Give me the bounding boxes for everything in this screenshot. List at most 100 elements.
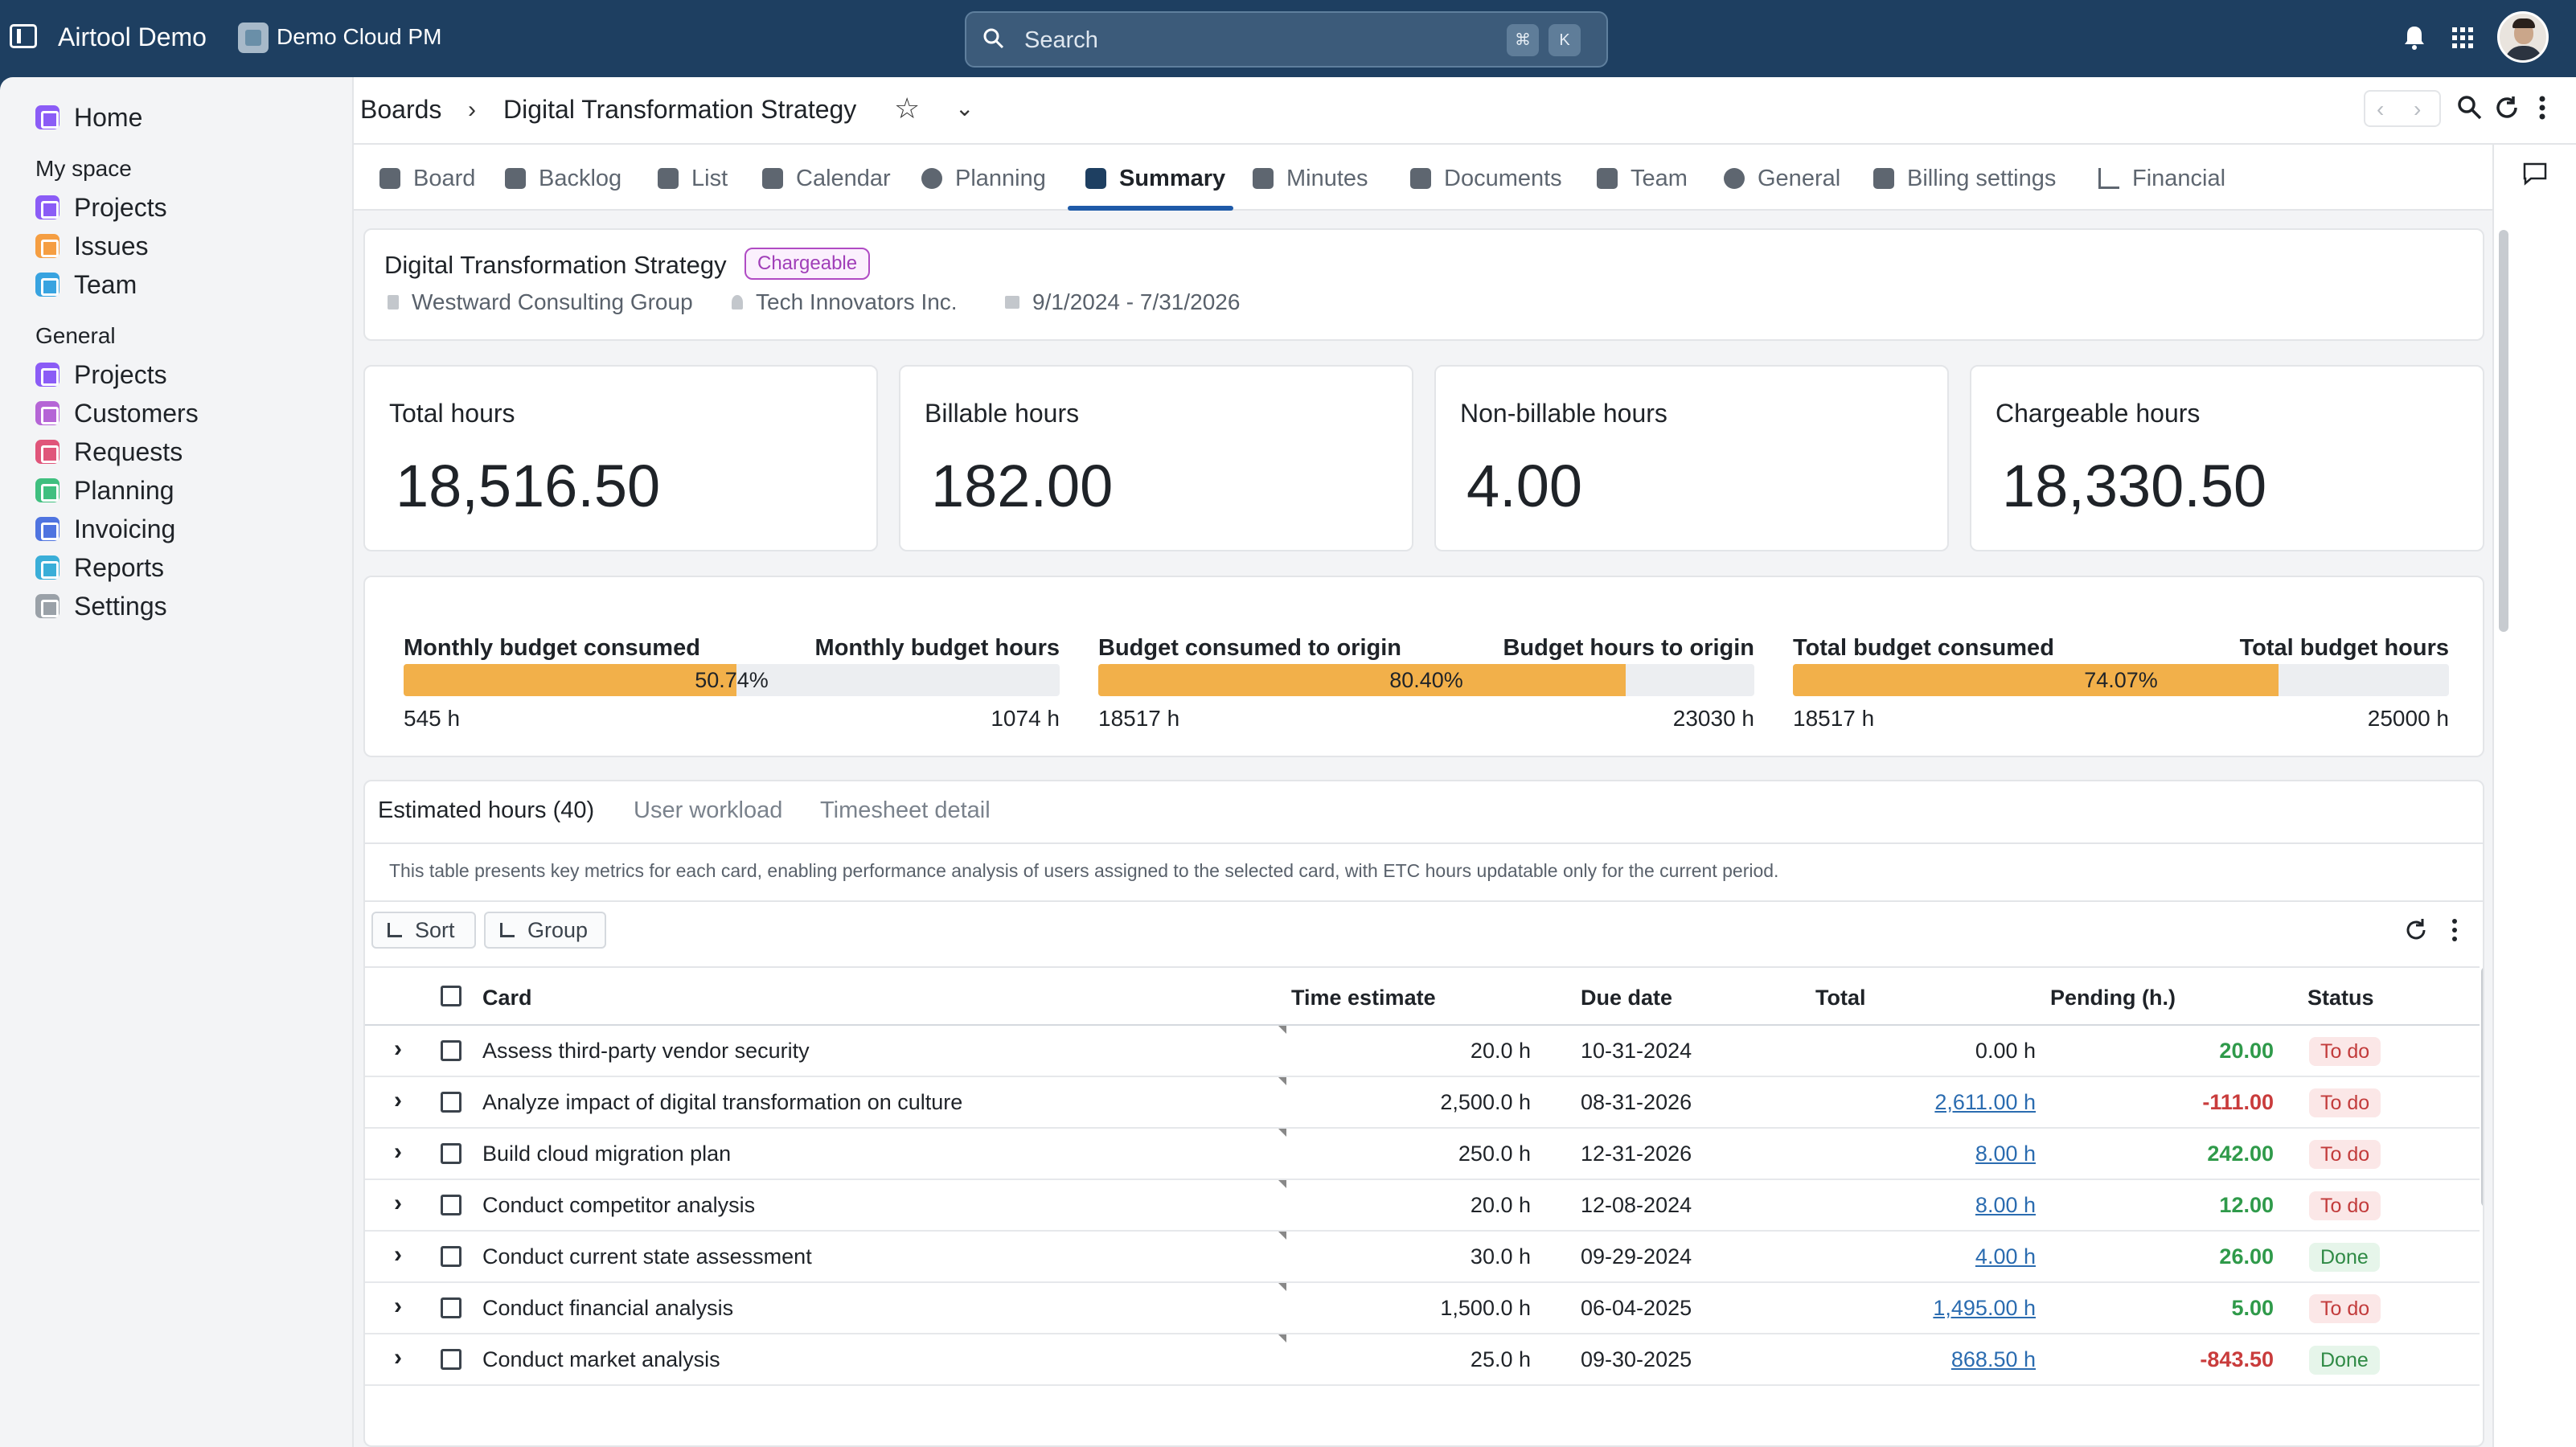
tab-billing-settings[interactable]: Billing settings (1873, 161, 2056, 196)
sidebar-toggle-icon[interactable] (10, 24, 37, 48)
expand-chevron-icon[interactable]: › (394, 1087, 402, 1113)
tab-calendar[interactable]: Calendar (762, 161, 891, 196)
table-row[interactable]: › Conduct market analysis 25.0 h 09-30-2025… (365, 1334, 2480, 1386)
time-estimate-cell[interactable]: 250.0 h (1458, 1142, 1531, 1166)
tab-summary[interactable]: Summary (1085, 161, 1225, 196)
card-name[interactable]: Assess third-party vendor security (482, 1039, 810, 1063)
app-name[interactable]: Airtool Demo (58, 23, 207, 51)
forward-icon[interactable]: › (2414, 96, 2422, 121)
total-hours-cell[interactable]: 8.00 h (1975, 1193, 2036, 1217)
tab-documents[interactable]: Documents (1410, 161, 1562, 196)
total-hours-cell[interactable]: 2,611.00 h (1934, 1090, 2036, 1114)
sidebar-item-projects[interactable]: Projects (35, 357, 167, 392)
status-badge[interactable]: To do (2309, 1037, 2381, 1066)
status-badge[interactable]: Done (2309, 1346, 2380, 1375)
sidebar-item-requests[interactable]: Requests (35, 434, 183, 469)
expand-chevron-icon[interactable]: › (394, 1344, 402, 1371)
page-scrollbar[interactable] (2499, 230, 2508, 632)
tab-list[interactable]: List (658, 161, 728, 196)
expand-chevron-icon[interactable]: › (394, 1138, 402, 1165)
select-all-checkbox[interactable] (441, 986, 461, 1006)
total-hours-cell[interactable]: 868.50 h (1950, 1347, 2036, 1371)
row-checkbox[interactable] (441, 1246, 461, 1267)
time-estimate-cell[interactable]: 20.0 h (1470, 1193, 1531, 1217)
tab-planning[interactable]: Planning (921, 161, 1046, 196)
time-estimate-cell[interactable]: 2,500.0 h (1440, 1090, 1531, 1114)
back-icon[interactable]: ‹ (2377, 96, 2385, 121)
sidebar-item-issues[interactable]: Issues (35, 228, 148, 264)
table-row[interactable]: › Conduct current state assessment 30.0 h 0… (365, 1232, 2480, 1283)
expand-chevron-icon[interactable]: › (394, 1241, 402, 1268)
column-time-estimate[interactable]: Time estimate (1291, 986, 1436, 1010)
sidebar-item-invoicing[interactable]: Invoicing (35, 511, 175, 547)
time-estimate-cell[interactable]: 1,500.0 h (1440, 1296, 1531, 1320)
sort-button[interactable]: Sort (371, 912, 476, 949)
row-checkbox[interactable] (441, 1195, 461, 1215)
table-row[interactable]: › Assess third-party vendor security 20.0 … (365, 1026, 2480, 1077)
column-pending[interactable]: Pending (h.) (2050, 986, 2176, 1010)
tab-minutes[interactable]: Minutes (1253, 161, 1368, 196)
status-badge[interactable]: To do (2309, 1140, 2381, 1169)
row-checkbox[interactable] (441, 1040, 461, 1061)
table-row[interactable]: › Conduct financial analysis 1,500.0 h 06-0… (365, 1283, 2480, 1334)
total-hours-cell[interactable]: 1,495.00 h (1933, 1296, 2036, 1320)
apps-grid-icon[interactable] (2447, 23, 2478, 53)
status-badge[interactable]: Done (2309, 1243, 2380, 1272)
expand-chevron-icon[interactable]: › (394, 1190, 402, 1216)
tab-timesheet-detail[interactable]: Timesheet detail (820, 797, 991, 823)
tab-general[interactable]: General (1724, 161, 1840, 196)
card-name[interactable]: Conduct current state assessment (482, 1244, 812, 1269)
column-total[interactable]: Total (1815, 986, 1866, 1010)
card-name[interactable]: Build cloud migration plan (482, 1142, 732, 1166)
breadcrumb-boards[interactable]: Boards (360, 95, 442, 124)
time-estimate-cell[interactable]: 30.0 h (1470, 1244, 1531, 1269)
column-status[interactable]: Status (2307, 986, 2374, 1010)
row-checkbox[interactable] (441, 1092, 461, 1113)
bell-icon[interactable] (2399, 23, 2430, 53)
status-badge[interactable]: To do (2309, 1088, 2381, 1117)
status-badge[interactable]: To do (2309, 1191, 2381, 1220)
card-name[interactable]: Conduct competitor analysis (482, 1193, 756, 1217)
sidebar-item-home[interactable]: Home (35, 100, 142, 135)
table-row[interactable]: › Build cloud migration plan 250.0 h 12-31-… (365, 1129, 2480, 1180)
avatar[interactable] (2497, 11, 2549, 63)
sidebar-item-my-projects[interactable]: Projects (35, 190, 167, 225)
comment-icon[interactable] (2521, 161, 2549, 187)
expand-chevron-icon[interactable]: › (394, 1035, 402, 1062)
search-icon[interactable] (2455, 93, 2484, 122)
more-options-icon[interactable] (2449, 916, 2460, 944)
sidebar-item-reports[interactable]: Reports (35, 550, 164, 585)
card-name[interactable]: Conduct market analysis (482, 1347, 720, 1371)
sidebar-item-planning[interactable]: Planning (35, 473, 174, 508)
tab-estimated-hours[interactable]: Estimated hours (40) (378, 797, 595, 823)
workspace-name[interactable]: Demo Cloud PM (277, 24, 442, 49)
refresh-icon[interactable] (2402, 916, 2430, 944)
total-hours-cell[interactable]: 8.00 h (1975, 1142, 2036, 1166)
card-name[interactable]: Conduct financial analysis (482, 1296, 734, 1320)
tab-financial[interactable]: Financial (2098, 161, 2225, 196)
row-checkbox[interactable] (441, 1297, 461, 1318)
sidebar-item-settings[interactable]: Settings (35, 588, 167, 624)
tab-team[interactable]: Team (1597, 161, 1688, 196)
time-estimate-cell[interactable]: 25.0 h (1470, 1347, 1531, 1371)
chevron-down-icon[interactable]: ⌄ (955, 96, 974, 121)
sidebar-item-customers[interactable]: Customers (35, 396, 199, 431)
table-scrollbar[interactable] (2481, 966, 2483, 1207)
expand-chevron-icon[interactable]: › (394, 1293, 402, 1319)
card-name[interactable]: Analyze impact of digital transformation… (482, 1090, 963, 1114)
sidebar-item-team[interactable]: Team (35, 267, 137, 302)
tab-board[interactable]: Board (379, 161, 475, 196)
more-options-icon[interactable] (2536, 93, 2549, 122)
search-input[interactable]: Search ⌘ K (965, 11, 1608, 68)
row-checkbox[interactable] (441, 1143, 461, 1164)
star-icon[interactable]: ☆ (894, 92, 921, 125)
column-due-date[interactable]: Due date (1581, 986, 1673, 1010)
table-row[interactable]: › Analyze impact of digital transformatio… (365, 1077, 2480, 1129)
status-badge[interactable]: To do (2309, 1294, 2381, 1323)
refresh-icon[interactable] (2492, 93, 2521, 122)
table-row[interactable]: › Conduct competitor analysis 20.0 h 12-08-… (365, 1180, 2480, 1232)
time-estimate-cell[interactable]: 20.0 h (1470, 1039, 1531, 1063)
tab-backlog[interactable]: Backlog (505, 161, 621, 196)
total-hours-cell[interactable]: 4.00 h (1975, 1244, 2036, 1269)
group-button[interactable]: Group (484, 912, 606, 949)
